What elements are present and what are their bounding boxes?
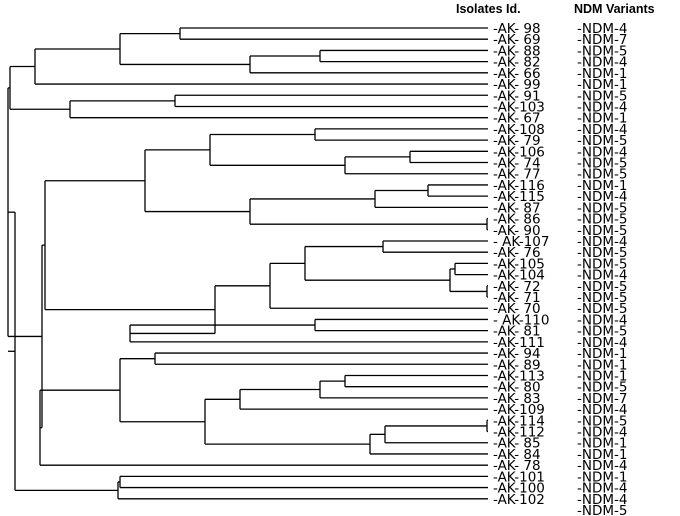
isolate-label: -AK- 85 <box>493 436 541 452</box>
variant-label: -NDM-5 <box>577 212 627 228</box>
variant-label: -NDM-1 <box>577 346 627 362</box>
variant-label: -NDM-5 <box>577 245 627 261</box>
isolate-label: -AK- 98 <box>493 21 541 37</box>
variant-label: -NDM-5 <box>577 200 627 216</box>
variant-label: -NDM-5 <box>577 380 627 396</box>
variant-label: -NDM-5 <box>577 167 627 183</box>
isolate-label: -AK- 67 <box>493 111 541 127</box>
variant-label: -NDM-5 <box>577 290 627 306</box>
isolate-label: -AK- 84 <box>493 447 541 463</box>
isolate-label: -AK- 83 <box>493 391 541 407</box>
variant-label: -NDM-7 <box>577 391 627 407</box>
variant-label: -NDM-4 <box>577 268 627 284</box>
isolate-label: -AK- 74 <box>493 156 541 172</box>
variant-label: -NDM-1 <box>577 357 627 373</box>
variant-label: -NDM-5 <box>577 223 627 239</box>
isolate-label: -AK- 87 <box>493 200 541 216</box>
isolate-label: -AK- 80 <box>493 380 541 396</box>
isolate-label: -AK- 78 <box>493 458 541 474</box>
isolate-label: -AK- 88 <box>493 43 541 59</box>
variant-label: -NDM-4 <box>577 189 627 205</box>
variant-label: -NDM-1 <box>577 447 627 463</box>
isolate-label: -AK-106 <box>493 144 545 160</box>
variant-label: -NDM-4 <box>577 335 627 351</box>
variant-label: -NDM-4 <box>577 425 627 441</box>
variant-label: -NDM-1 <box>577 469 627 485</box>
variant-label: -NDM-1 <box>577 111 627 127</box>
variants-header: NDM Variants <box>574 2 655 16</box>
variant-label: -NDM-4 <box>577 144 627 160</box>
isolate-label: -AK- 89 <box>493 357 541 373</box>
variant-label: -NDM-4 <box>577 492 627 508</box>
variant-label: -NDM-5 <box>577 324 627 340</box>
variant-label: -NDM-1 <box>577 77 627 93</box>
isolate-label: -AK-109 <box>493 402 545 418</box>
isolate-label: -AK- 66 <box>493 66 541 82</box>
isolates-header: Isolates Id. <box>456 2 521 16</box>
isolate-label: -AK- 82 <box>493 55 541 71</box>
isolate-label: -AK-111 <box>493 335 545 351</box>
isolate-label: -AK- 94 <box>493 346 541 362</box>
variant-label: -NDM-1 <box>577 368 627 384</box>
isolate-label: -AK-116 <box>493 178 545 194</box>
isolate-label: -AK-108 <box>493 122 545 138</box>
variant-label: -NDM-4 <box>577 55 627 71</box>
isolate-label: -AK- 79 <box>493 133 541 149</box>
isolate-label: -AK- 90 <box>493 223 541 239</box>
variant-label: -NDM-5 <box>577 413 627 429</box>
isolate-label: -AK- 72 <box>493 279 541 295</box>
variant-label: -NDM-4 <box>577 99 627 115</box>
isolate-label: -AK-100 <box>493 481 545 497</box>
isolate-label: - AK-110 <box>493 312 549 328</box>
variant-label: -NDM-5 <box>577 43 627 59</box>
variant-label: -NDM-5 <box>577 279 627 295</box>
isolate-label: -AK-104 <box>493 268 545 284</box>
variant-label: -NDM-1 <box>577 436 627 452</box>
isolate-label: -AK-103 <box>493 99 545 115</box>
variant-label: -NDM-4 <box>577 481 627 497</box>
variant-label: -NDM-1 <box>577 178 627 194</box>
isolate-label: -AK-114 <box>493 413 545 429</box>
isolate-label: - AK-107 <box>493 234 549 250</box>
isolate-label: -AK-112 <box>493 425 545 441</box>
variant-label: -NDM-5 <box>577 133 627 149</box>
dendrogram-tree <box>7 27 488 500</box>
isolate-label: -AK-115 <box>493 189 545 205</box>
isolate-label: -AK- 77 <box>493 167 541 183</box>
variant-label: -NDM-7 <box>577 32 627 48</box>
variant-label: -NDM-5 <box>577 503 627 516</box>
variant-label: -NDM-5 <box>577 256 627 272</box>
variant-label: -NDM-4 <box>577 402 627 418</box>
variant-label: -NDM-4 <box>577 312 627 328</box>
variant-label: -NDM-4 <box>577 122 627 138</box>
isolate-label: -AK- 76 <box>493 245 541 261</box>
variant-label: -NDM-5 <box>577 301 627 317</box>
variant-label: -NDM-1 <box>577 66 627 82</box>
isolate-label: -AK- 70 <box>493 301 541 317</box>
isolate-label: -AK-102 <box>493 492 545 508</box>
variant-label: -NDM-5 <box>577 88 627 104</box>
isolate-label: -AK-105 <box>493 256 545 272</box>
isolate-label: -AK- 86 <box>493 212 541 228</box>
leaf-labels: -AK- 98 -NDM-4-AK- 69 -NDM-7-AK- 88 -NDM-5-… <box>493 21 627 516</box>
variant-label: -NDM-5 <box>577 156 627 172</box>
isolate-label: -AK- 69 <box>493 32 541 48</box>
variant-label: -NDM-4 <box>577 458 627 474</box>
variant-label: -NDM-4 <box>577 234 627 250</box>
isolate-label: -AK- 81 <box>493 324 541 340</box>
isolate-label: -AK- 91 <box>493 88 541 104</box>
isolate-label: -AK- 71 <box>493 290 541 306</box>
variant-label: -NDM-4 <box>577 21 627 37</box>
isolate-label: -AK- 99 <box>493 77 541 93</box>
isolate-label: -AK-101 <box>493 469 545 485</box>
isolate-label: -AK-113 <box>493 368 545 384</box>
